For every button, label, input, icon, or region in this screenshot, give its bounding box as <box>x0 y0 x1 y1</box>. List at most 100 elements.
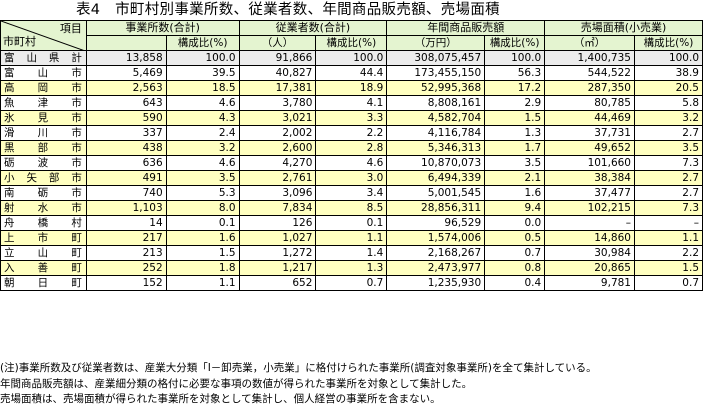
value-cell: 1,400,735 <box>544 50 635 66</box>
footnote: (注)事業所数及び従業者数は、産業大分類「I－卸売業，小売業」に格付けられた事業… <box>0 362 597 374</box>
value-cell: 126 <box>238 215 317 231</box>
table-row: 砺波市 636 4.6 4,270 4.6 10,870,073 3.5 101,660 7.3 <box>0 155 703 171</box>
value-cell: 9,781 <box>544 275 635 291</box>
value-cell: 3.5 <box>165 170 240 186</box>
value-cell: 2,168,267 <box>386 245 486 261</box>
value-cell: – <box>544 215 635 231</box>
value-cell: 5,001,545 <box>386 185 486 201</box>
value-cell: 40,827 <box>238 65 317 81</box>
municipality-name: 舟橋村 <box>0 215 87 231</box>
value-cell: 4.6 <box>315 155 388 171</box>
municipality-name: 富山市 <box>0 65 87 81</box>
municipality-name: 小矢部市 <box>0 170 87 186</box>
value-cell: 18.5 <box>165 80 240 96</box>
value-cell: 0.7 <box>484 245 546 261</box>
diagonal-line <box>1 21 83 50</box>
value-cell: 17,381 <box>238 80 317 96</box>
value-cell: 9.4 <box>484 200 546 216</box>
value-cell: 1,027 <box>238 230 317 246</box>
value-cell: 590 <box>85 110 167 126</box>
value-cell: 7.3 <box>633 155 703 171</box>
value-cell: 308,075,457 <box>386 50 486 66</box>
value-cell: 91,866 <box>238 50 317 66</box>
table-row: 高岡市 2,563 18.5 17,381 18.9 52,995,368 17.2 287,… <box>0 80 703 96</box>
value-cell: 2.2 <box>315 125 388 141</box>
value-cell: 56.3 <box>484 65 546 81</box>
value-cell: 4,582,704 <box>386 110 486 126</box>
value-cell: 30,984 <box>544 245 635 261</box>
table-row: 黒部市 438 3.2 2,600 2.8 5,346,313 1.7 49,652 3.5 <box>0 140 703 156</box>
value-cell: 1.1 <box>165 275 240 291</box>
value-cell: 7.3 <box>633 200 703 216</box>
value-cell: 0.7 <box>633 275 703 291</box>
value-cell: 2,473,977 <box>386 260 486 276</box>
value-cell: 13,858 <box>85 50 167 66</box>
value-cell: 38.9 <box>633 65 703 81</box>
value-cell: 1.1 <box>315 230 388 246</box>
value-cell: 4,270 <box>238 155 317 171</box>
value-cell: 2,600 <box>238 140 317 156</box>
value-cell: 152 <box>85 275 167 291</box>
unit-sales: （万円） <box>386 35 486 51</box>
table-row: 氷見市 590 4.3 3,021 3.3 4,582,704 1.5 44,469 3.2 <box>0 110 703 126</box>
value-cell: 4.3 <box>165 110 240 126</box>
table-row: 上市町 217 1.6 1,027 1.1 1,574,006 0.5 14,860 1.1 <box>0 230 703 246</box>
value-cell: 1.6 <box>165 230 240 246</box>
statistics-table: 項目 市町村 事業所数(合計) 従業者数(合計) 年間商品販売額 売場面積(小売… <box>0 20 703 291</box>
value-cell: 1,235,930 <box>386 275 486 291</box>
value-cell: 643 <box>85 95 167 111</box>
header-corner: 項目 市町村 <box>0 20 87 51</box>
value-cell: 3,096 <box>238 185 317 201</box>
table-row: 入善町 252 1.8 1,217 1.3 2,473,977 0.8 20,865 1.5 <box>0 260 703 276</box>
table-title: 表4 市町村別事業所数、従業者数、年間商品販売額、売場面積 <box>76 2 500 18</box>
municipality-name: 射水市 <box>0 200 87 216</box>
value-cell: 3.0 <box>315 170 388 186</box>
value-cell: 5.3 <box>165 185 240 201</box>
municipality-name: 砺波市 <box>0 155 87 171</box>
value-cell: 2.8 <box>315 140 388 156</box>
value-cell: 3.5 <box>484 155 546 171</box>
value-cell: 3,780 <box>238 95 317 111</box>
value-cell: 101,660 <box>544 155 635 171</box>
value-cell: 3.4 <box>315 185 388 201</box>
value-cell: 2,761 <box>238 170 317 186</box>
value-cell: 5.8 <box>633 95 703 111</box>
value-cell: 49,652 <box>544 140 635 156</box>
value-cell: 0.1 <box>165 215 240 231</box>
group-header-employees: 従業者数(合計) <box>238 20 388 36</box>
municipality-name: 入善町 <box>0 260 87 276</box>
table-row: 小矢部市 491 3.5 2,761 3.0 6,494,339 2.1 38,384 2.7 <box>0 170 703 186</box>
table-row: 富山市 5,469 39.5 40,827 44.4 173,455,150 56.3 544… <box>0 65 703 81</box>
group-header-floor-area: 売場面積(小売業) <box>544 20 703 36</box>
value-cell: 100.0 <box>484 50 546 66</box>
value-cell: 44.4 <box>315 65 388 81</box>
value-cell: 0.5 <box>484 230 546 246</box>
value-cell: 173,455,150 <box>386 65 486 81</box>
value-cell: 14 <box>85 215 167 231</box>
municipality-name: 富山県計 <box>0 50 87 66</box>
value-cell: 1.6 <box>484 185 546 201</box>
value-cell: 2.7 <box>633 170 703 186</box>
value-cell: 2.7 <box>633 125 703 141</box>
value-cell: 740 <box>85 185 167 201</box>
value-cell: 5,346,313 <box>386 140 486 156</box>
group-header-establishments: 事業所数(合計) <box>85 20 240 36</box>
value-cell: 1.5 <box>165 245 240 261</box>
value-cell: 217 <box>85 230 167 246</box>
value-cell: 1.4 <box>315 245 388 261</box>
value-cell: 1.8 <box>165 260 240 276</box>
value-cell: 0.4 <box>484 275 546 291</box>
unit-employees: （人） <box>238 35 317 51</box>
ratio-header: 構成比(%) <box>315 35 388 51</box>
value-cell: 2.9 <box>484 95 546 111</box>
value-cell: 39.5 <box>165 65 240 81</box>
value-cell: 3.3 <box>315 110 388 126</box>
municipality-name: 南砺市 <box>0 185 87 201</box>
value-cell: 14,860 <box>544 230 635 246</box>
value-cell: 0.0 <box>484 215 546 231</box>
value-cell: 1.3 <box>315 260 388 276</box>
footnotes: (注)事業所数及び従業者数は、産業大分類「I－卸売業，小売業」に格付けられた事業… <box>0 361 597 408</box>
value-cell: 0.8 <box>484 260 546 276</box>
value-cell: 8.0 <box>165 200 240 216</box>
municipality-name: 高岡市 <box>0 80 87 96</box>
